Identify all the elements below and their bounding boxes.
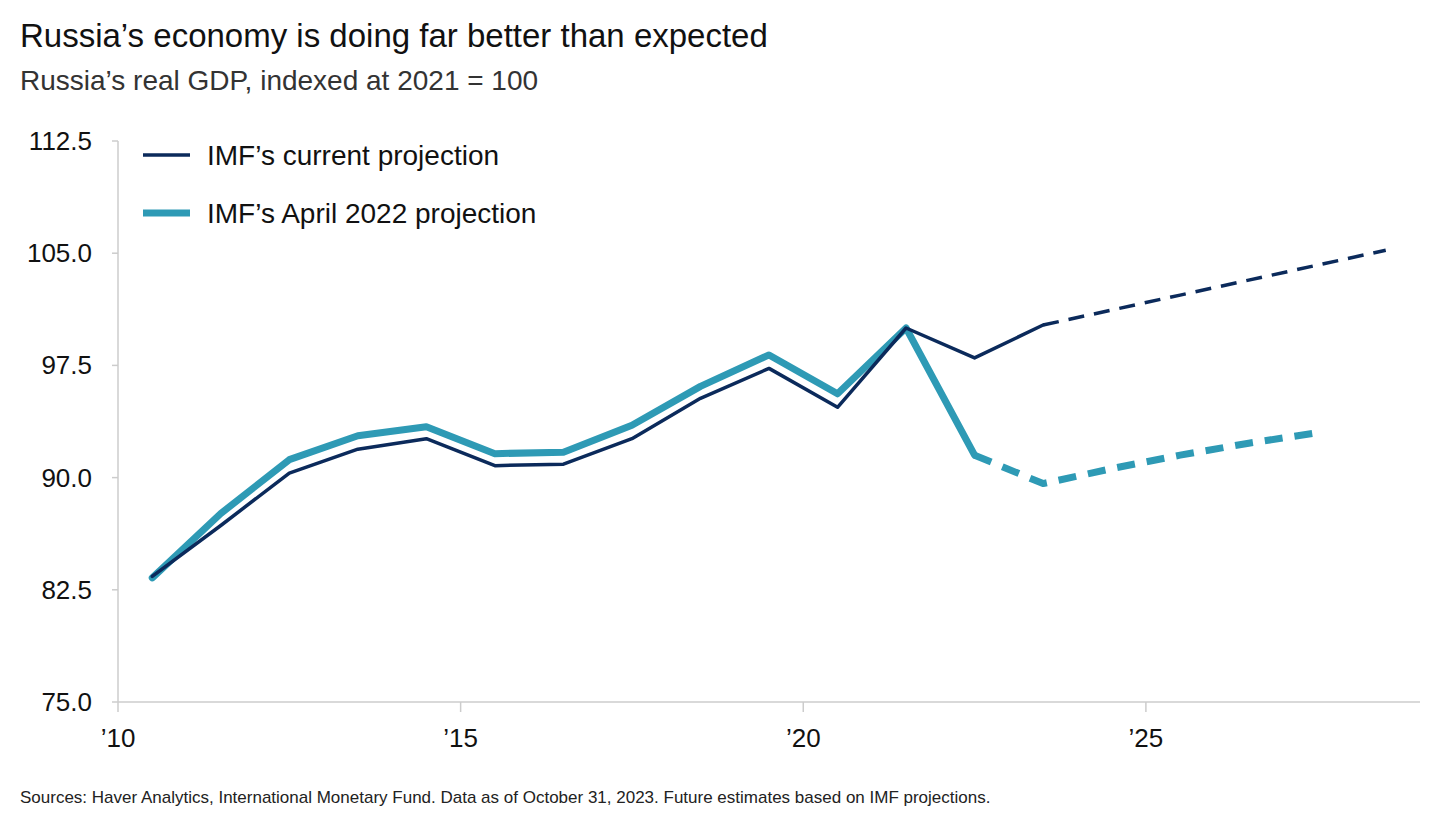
y-tick-label: 97.5	[41, 350, 92, 380]
plot-area	[152, 250, 1385, 578]
y-tick-label: 105.0	[27, 238, 92, 268]
y-tick	[112, 365, 118, 367]
series-line	[1043, 250, 1386, 325]
chart: Russia’s economy is doing far better tha…	[0, 0, 1440, 823]
y-tick-label: 112.5	[29, 126, 92, 156]
y-tick	[112, 477, 118, 479]
y-tick-label: 90.0	[41, 463, 92, 493]
x-tick-label: ’15	[443, 723, 478, 753]
x-tick-label: ’25	[1129, 723, 1164, 753]
y-tick	[112, 589, 118, 591]
legend-label: IMF’s current projection	[207, 140, 499, 171]
source: Sources: Haver Analytics, International …	[20, 788, 990, 807]
legend-label: IMF’s April 2022 projection	[207, 198, 536, 229]
x-tick-label: ’20	[786, 723, 821, 753]
legend-swatch	[143, 153, 190, 157]
series-line	[975, 433, 1318, 484]
y-tick	[112, 252, 118, 254]
title: Russia’s economy is doing far better tha…	[20, 17, 768, 54]
y-tick-label: 82.5	[41, 575, 92, 605]
x-tick	[460, 702, 462, 712]
y-tick	[112, 701, 118, 703]
x-tick-label: ’10	[101, 723, 136, 753]
x-tick	[117, 702, 119, 712]
legend-swatch	[143, 210, 190, 217]
y-axis	[117, 141, 119, 702]
subtitle: Russia’s real GDP, indexed at 2021 = 100	[20, 65, 538, 96]
y-tick-label: 75.0	[41, 687, 92, 717]
y-tick	[112, 140, 118, 142]
x-axis	[118, 701, 1420, 703]
x-tick	[1145, 702, 1147, 712]
series-line	[152, 328, 974, 578]
x-tick	[803, 702, 805, 712]
series-line	[152, 325, 1043, 576]
